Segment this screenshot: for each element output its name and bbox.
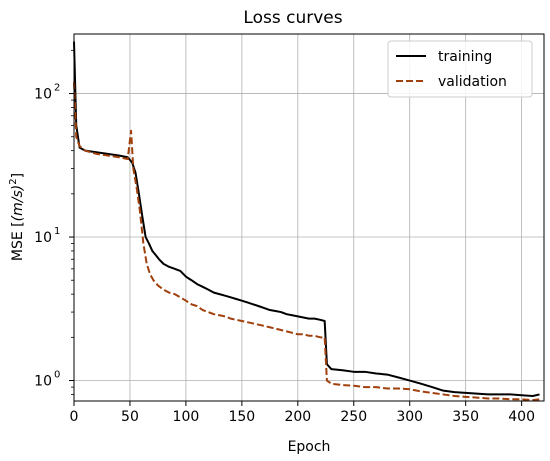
y-axis-label-suffix: ]: [10, 173, 26, 178]
axes-frame: [73, 33, 545, 402]
x-tick-label: 350: [452, 409, 479, 425]
x-tick-label: 250: [340, 409, 367, 425]
x-tick-label: 200: [284, 409, 311, 425]
y-tick-label: 10: [34, 87, 52, 103]
x-tick-label: 150: [228, 409, 255, 425]
x-tick-label: 100: [173, 409, 200, 425]
chart-title: Loss curves: [243, 8, 342, 28]
y-tick-label: 10: [34, 374, 52, 390]
x-tick-label: 50: [121, 409, 139, 425]
y-axis-label-exp: 2: [8, 178, 19, 184]
x-axis-ticks: 0 50 100 150 200 250 300 350 400: [70, 401, 535, 425]
y-axis-label-prefix: MSE [: [10, 221, 26, 261]
legend-label-training: training: [438, 49, 492, 65]
x-axis-label: Epoch: [288, 439, 331, 455]
legend: training validation: [387, 40, 533, 98]
series-line-validation: [73, 82, 540, 402]
x-tick-label: 0: [70, 409, 79, 425]
y-tick-label: 10: [34, 230, 52, 246]
series-line-training: [73, 41, 540, 398]
x-tick-label: 400: [508, 409, 535, 425]
y-tick-label-exponent: 2: [54, 83, 60, 94]
y-tick-label-exponent: 0: [54, 370, 60, 381]
y-axis-label-math: (m/s): [10, 185, 26, 222]
y-axis-label: MSE [(m/s)2]: [8, 173, 26, 261]
x-tick-label: 300: [396, 409, 423, 425]
legend-label-validation: validation: [438, 74, 507, 90]
y-tick-label-exponent: 1: [54, 226, 60, 237]
plot-area: [73, 41, 540, 402]
